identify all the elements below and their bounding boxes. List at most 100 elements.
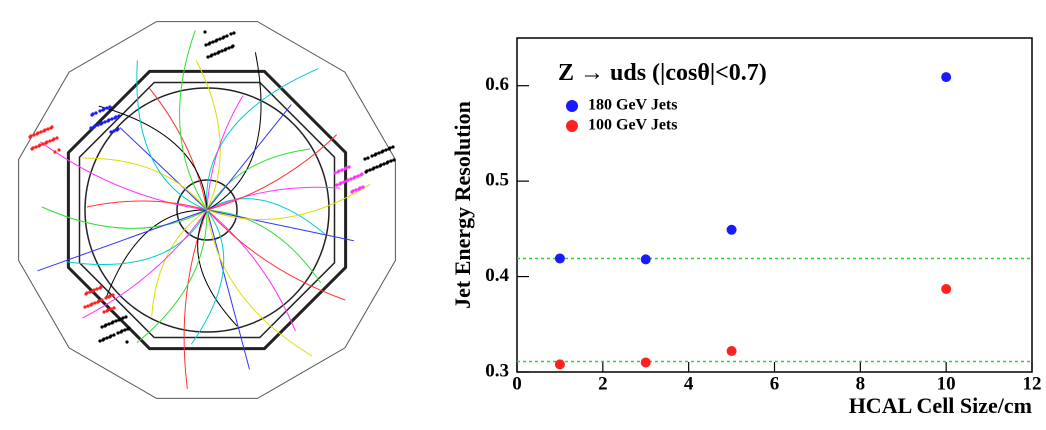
track	[206, 209, 313, 357]
hit	[49, 126, 53, 130]
track	[179, 30, 208, 211]
x-tick-label: 8	[856, 373, 866, 394]
hit	[98, 339, 102, 343]
track	[37, 209, 208, 272]
hit	[371, 167, 375, 171]
hit	[86, 304, 90, 308]
track	[197, 209, 238, 327]
y-tick-label: 0.6	[485, 74, 509, 95]
hit	[55, 136, 59, 140]
hit	[204, 43, 208, 47]
hit	[354, 188, 358, 192]
hit	[92, 125, 96, 129]
annotation: Z → uds (|cosθ|<0.7)	[558, 60, 767, 86]
hit	[44, 141, 48, 145]
outer-shell	[18, 21, 396, 399]
hit	[90, 113, 94, 117]
hit	[375, 165, 379, 169]
hit	[109, 130, 113, 134]
hit	[385, 161, 389, 165]
hit	[108, 105, 112, 109]
legend-label: 100 GeV Jets	[588, 117, 677, 134]
hit	[126, 327, 130, 331]
hit	[340, 168, 344, 172]
track	[119, 127, 208, 211]
hit	[207, 42, 211, 46]
hit	[357, 187, 361, 191]
track	[206, 186, 341, 211]
hit	[101, 108, 105, 112]
hit	[94, 111, 98, 115]
x-tick-label: 4	[684, 373, 694, 394]
hit	[363, 157, 367, 161]
hit	[232, 31, 236, 35]
hit	[342, 180, 346, 184]
hit	[114, 319, 118, 323]
hit	[100, 298, 104, 302]
hit	[102, 310, 106, 314]
hcal-inner	[78, 81, 336, 339]
hit	[89, 303, 93, 307]
hit	[206, 55, 210, 59]
hit	[218, 37, 222, 41]
hit	[110, 321, 114, 325]
hit	[359, 173, 363, 177]
hit	[101, 338, 105, 342]
hit	[89, 126, 93, 130]
x-tick-label: 6	[770, 373, 780, 394]
hit	[214, 39, 218, 43]
track	[206, 209, 322, 284]
track	[98, 105, 208, 211]
hit	[93, 301, 97, 305]
vertex	[176, 179, 238, 241]
hit	[377, 151, 381, 155]
y-tick-label: 0.5	[485, 170, 509, 191]
hit	[387, 147, 391, 151]
y-axis-label: Jet Energy Resolution	[450, 101, 475, 309]
track	[86, 200, 208, 211]
hit	[373, 153, 377, 157]
x-axis-label: HCAL Cell Size/cm	[849, 393, 1032, 418]
hcal-outer	[66, 69, 348, 351]
hit	[221, 36, 225, 40]
hit	[343, 167, 347, 171]
hit	[42, 129, 46, 133]
hit	[364, 170, 368, 174]
track	[82, 157, 208, 211]
track	[206, 183, 371, 220]
hit	[103, 324, 107, 328]
hit	[106, 119, 110, 123]
track	[206, 209, 296, 332]
hit	[356, 174, 360, 178]
track	[183, 209, 208, 389]
hit	[83, 305, 87, 309]
hit	[347, 165, 351, 169]
hit	[95, 287, 99, 291]
track	[136, 60, 208, 211]
hit	[84, 292, 88, 296]
hit	[117, 318, 121, 322]
tracker	[84, 87, 330, 333]
track	[206, 198, 325, 235]
hit	[107, 295, 111, 299]
hit	[34, 145, 38, 149]
track	[206, 209, 346, 301]
hit	[378, 164, 382, 168]
hit	[117, 114, 121, 118]
hit	[113, 116, 117, 120]
hit	[350, 190, 354, 194]
hit	[107, 322, 111, 326]
hit	[392, 158, 396, 162]
track	[206, 95, 244, 211]
hit	[230, 45, 234, 49]
hit	[382, 162, 386, 166]
track	[41, 206, 208, 229]
legend-label: 180 GeV Jets	[588, 97, 677, 114]
track	[206, 148, 311, 211]
hit	[121, 316, 125, 320]
x-tick-label: 10	[937, 373, 956, 394]
legend-marker	[566, 100, 578, 112]
hit	[100, 325, 104, 329]
hit	[338, 182, 342, 186]
point	[726, 224, 737, 235]
